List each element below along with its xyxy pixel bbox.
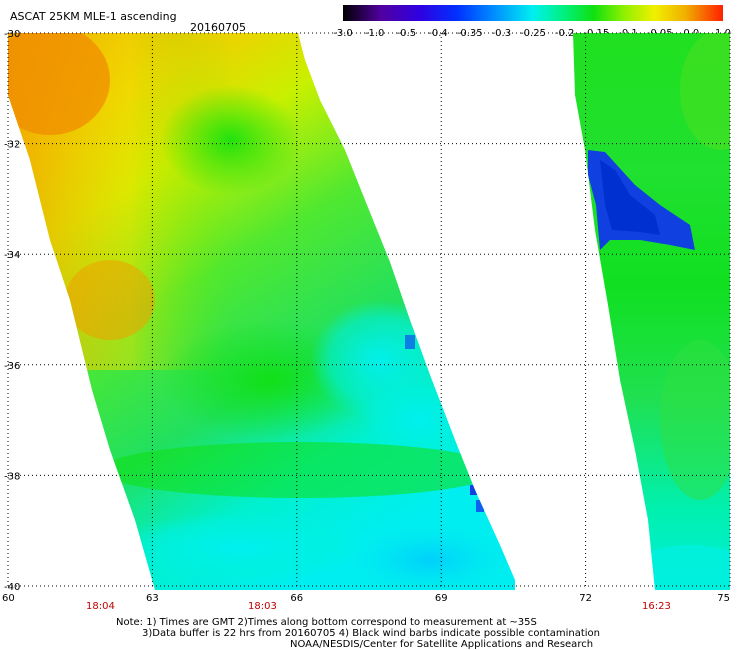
lat-label: -32 (4, 140, 20, 151)
pass-time-3: 16:23 (642, 601, 671, 612)
colorbar-label: -1.0 (365, 28, 385, 39)
pass-time-2: 18:03 (248, 601, 277, 612)
colorbar-label: -3.0 (333, 28, 353, 39)
graticule (7, 32, 731, 587)
colorbar-label: -0.3 (492, 28, 512, 39)
colorbar-label: -0.4 (428, 28, 448, 39)
lat-label: -34 (4, 250, 20, 261)
colorbar-label: -0.35 (457, 28, 483, 39)
lon-label: 60 (2, 593, 15, 604)
colorbar-label: -0.5 (397, 28, 417, 39)
lat-label: -38 (4, 471, 20, 482)
latitude-labels: -30 -32 -34 -36 -38 -40 (4, 29, 20, 593)
lat-label: -30 (4, 29, 20, 40)
map-title: ASCAT 25KM MLE-1 ascending (10, 10, 177, 23)
note-line-2: 3)Data buffer is 22 hrs from 20160705 4)… (142, 628, 600, 639)
longitude-labels: 60 63 66 69 72 75 (2, 593, 730, 604)
lat-label: -36 (4, 361, 20, 372)
left-swath (8, 33, 515, 590)
note-line-3: NOAA/NESDIS/Center for Satellite Applica… (290, 639, 593, 650)
map-date: 20160705 (190, 21, 246, 34)
lon-label: 66 (290, 593, 303, 604)
lon-label: 75 (717, 593, 730, 604)
pass-time-1: 18:04 (86, 601, 115, 612)
lon-label: 63 (146, 593, 159, 604)
lat-label: -40 (4, 582, 20, 593)
note-line-1: Note: 1) Times are GMT 2)Times along bot… (116, 617, 537, 628)
lon-label: 72 (579, 593, 592, 604)
colorbar (343, 5, 723, 21)
lon-label: 69 (435, 593, 448, 604)
right-swath (573, 33, 730, 590)
